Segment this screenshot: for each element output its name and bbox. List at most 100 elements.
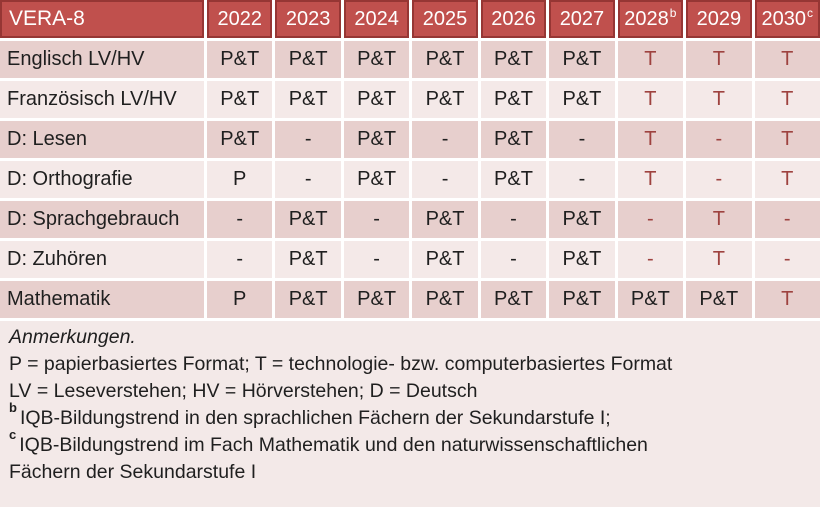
table-cell: P&T bbox=[549, 281, 615, 318]
year-header-2030: 2030 c bbox=[754, 0, 820, 38]
table-cell: - bbox=[207, 201, 273, 238]
year-label: 2028 bbox=[624, 7, 669, 30]
table-cell: P&T bbox=[686, 281, 752, 318]
table-cell: T bbox=[754, 281, 820, 318]
table-cell: P&T bbox=[549, 41, 615, 78]
table-cell: P&T bbox=[412, 281, 478, 318]
table-cell: - bbox=[275, 161, 341, 198]
table-cell: P&T bbox=[343, 81, 410, 118]
year-header-2022: 2022 bbox=[207, 0, 273, 38]
notes-footnote-c-line2: Fächern der Sekundarstufe I bbox=[9, 459, 811, 486]
table-cell: P&T bbox=[343, 121, 410, 158]
table-cell: P&T bbox=[207, 81, 273, 118]
table-cell: T bbox=[754, 121, 820, 158]
year-header-2029: 2029 bbox=[686, 0, 752, 38]
row-label: D: Lesen bbox=[0, 121, 204, 158]
table-cell: - bbox=[549, 161, 615, 198]
notes-legend-format: P = papierbasiertes Format; T = technolo… bbox=[9, 353, 673, 375]
table-cell: - bbox=[207, 241, 273, 278]
table-cell: P bbox=[207, 161, 273, 198]
table-cell: T bbox=[617, 121, 684, 158]
table-cell: P&T bbox=[617, 281, 684, 318]
table-cell: - bbox=[480, 201, 547, 238]
table-cell: P&T bbox=[275, 81, 341, 118]
row-label: D: Sprachgebrauch bbox=[0, 201, 204, 238]
table-cell: P&T bbox=[275, 41, 341, 78]
table-cell: P&T bbox=[480, 121, 547, 158]
table-cell: P&T bbox=[412, 201, 478, 238]
table-cell: - bbox=[686, 121, 752, 158]
row-label: D: Zuhören bbox=[0, 241, 204, 278]
table-cell: - bbox=[412, 121, 478, 158]
table-cell: T bbox=[617, 41, 684, 78]
table-cell: P&T bbox=[549, 81, 615, 118]
table-cell: P&T bbox=[343, 281, 410, 318]
year-label: 2027 bbox=[559, 7, 605, 30]
table-cell: P&T bbox=[480, 161, 547, 198]
year-label: 2023 bbox=[285, 7, 331, 30]
table-cell: T bbox=[754, 161, 820, 198]
row-label: Englisch LV/HV bbox=[0, 41, 204, 78]
table-cell: P&T bbox=[480, 41, 547, 78]
year-label: 2029 bbox=[696, 7, 742, 30]
footnote-b-marker: b bbox=[9, 399, 17, 415]
table-cell: - bbox=[343, 201, 410, 238]
table-cell: P&T bbox=[412, 81, 478, 118]
table-cell: P&T bbox=[549, 241, 615, 278]
table-cell: P&T bbox=[275, 241, 341, 278]
table-notes: Anmerkungen. P = papierbasiertes Format;… bbox=[0, 321, 820, 507]
notes-legend-abbreviations: LV = Leseverstehen; HV = Hörverstehen; D… bbox=[9, 380, 478, 402]
year-header-2024: 2024 bbox=[343, 0, 410, 38]
table-cell: T bbox=[686, 241, 752, 278]
year-label: 2030 bbox=[761, 7, 807, 30]
table-cell: P&T bbox=[412, 41, 478, 78]
table-cell: - bbox=[343, 241, 410, 278]
table-cell: - bbox=[412, 161, 478, 198]
year-label: 2025 bbox=[422, 7, 468, 30]
year-header-2026: 2026 bbox=[480, 0, 547, 38]
notes-footnote-c-line1: c IQB-Bildungstrend im Fach Mathematik un… bbox=[9, 428, 811, 459]
notes-footnote-b: b IQB-Bildungstrend in den sprachlichen F… bbox=[9, 401, 811, 432]
table-cell: T bbox=[686, 81, 752, 118]
table-cell: - bbox=[754, 201, 820, 238]
table-cell: P&T bbox=[480, 81, 547, 118]
table-cell: T bbox=[617, 81, 684, 118]
table-cell: P&T bbox=[275, 201, 341, 238]
year-header-2025: 2025 bbox=[412, 0, 478, 38]
notes-heading: Anmerkungen. bbox=[9, 326, 136, 348]
year-label: 2022 bbox=[217, 7, 262, 30]
table-cell: - bbox=[686, 161, 752, 198]
table-cell: P bbox=[207, 281, 273, 318]
table-cell: - bbox=[549, 121, 615, 158]
year-label: 2026 bbox=[491, 7, 536, 30]
table-cell: T bbox=[686, 41, 752, 78]
table-cell: P&T bbox=[480, 281, 547, 318]
row-label: D: Orthografie bbox=[0, 161, 204, 198]
table-cell: P&T bbox=[275, 281, 341, 318]
year-label: 2024 bbox=[354, 7, 399, 30]
footnote-c-marker: c bbox=[9, 426, 17, 442]
table-cell: - bbox=[275, 121, 341, 158]
table-cell: P&T bbox=[343, 161, 410, 198]
table-cell: P&T bbox=[343, 41, 410, 78]
year-header-2028: 2028 b bbox=[617, 0, 684, 38]
year-header-2027: 2027 bbox=[549, 0, 615, 38]
table-cell: T bbox=[754, 81, 820, 118]
table-cell: T bbox=[617, 161, 684, 198]
table-cell: P&T bbox=[207, 121, 273, 158]
table-title: VERA-8 bbox=[0, 0, 204, 38]
year-header-2023: 2023 bbox=[275, 0, 341, 38]
table-cell: - bbox=[754, 241, 820, 278]
table-cell: P&T bbox=[549, 201, 615, 238]
table-cell: P&T bbox=[207, 41, 273, 78]
table-cell: - bbox=[617, 241, 684, 278]
vera8-schedule-table: VERA-8 2022 2023 2024 2025 2026 2027 2028 b 2029… bbox=[0, 0, 820, 318]
footnote-c-text-line1: IQB-Bildungstrend im Fach Mathematik und… bbox=[19, 434, 648, 456]
table-cell: T bbox=[686, 201, 752, 238]
table-cell: - bbox=[617, 201, 684, 238]
table-cell: P&T bbox=[412, 241, 478, 278]
table-cell: T bbox=[754, 41, 820, 78]
row-label: Französisch LV/HV bbox=[0, 81, 204, 118]
footnote-b-text: IQB-Bildungstrend in den sprachlichen Fä… bbox=[19, 407, 611, 429]
